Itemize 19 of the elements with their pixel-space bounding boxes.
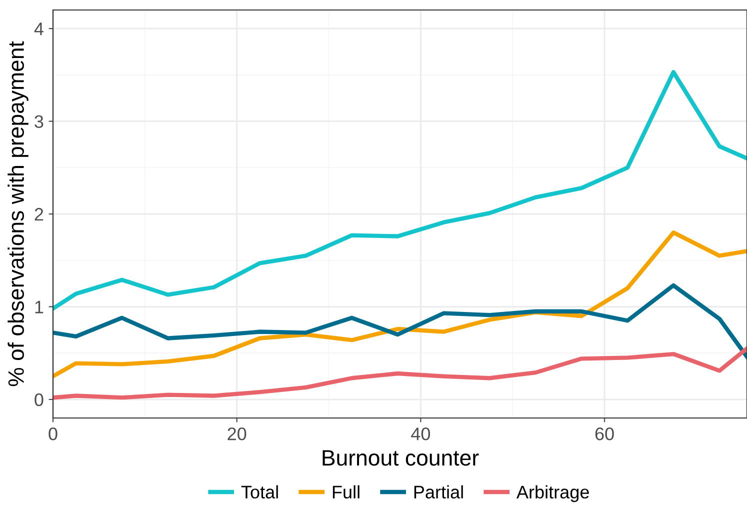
line-series [53, 346, 747, 400]
legend-label: Partial [414, 485, 463, 499]
x-tick-label: 20 [228, 428, 246, 440]
x-tick-label: 0 [48, 428, 58, 440]
x-tick-label: 60 [595, 428, 614, 440]
y-tick-label: 0 [34, 393, 44, 406]
legend-label: Total [241, 485, 278, 499]
legend-label: Arbitrage [516, 485, 589, 502]
y-tick-label: 3 [34, 115, 44, 128]
x-axis-title: Burnout counter [322, 450, 479, 466]
line-series [53, 283, 747, 359]
y-tick-label: 1 [35, 300, 44, 314]
y-tick-label: 4 [34, 22, 44, 36]
legend-label: Full [332, 485, 360, 499]
line-series [53, 230, 747, 378]
x-tick-label: 40 [411, 428, 430, 440]
line-series [53, 70, 747, 311]
y-axis-title: % of observations with prepayment [8, 41, 28, 386]
y-tick-label: 2 [34, 208, 44, 221]
